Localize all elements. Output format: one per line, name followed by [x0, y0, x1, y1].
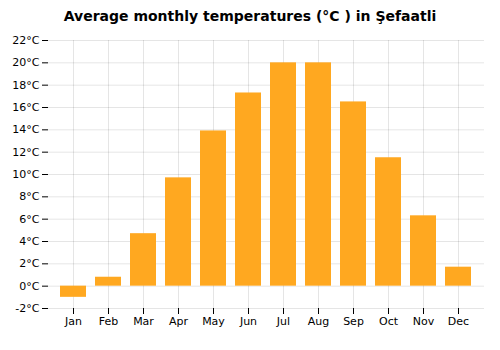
svg-text:Dec: Dec [448, 315, 469, 328]
html-text:Average monthly temperatures (: Average monthly temperatures (°C ) in Şe… [63, 8, 437, 24]
svg-text:Mar: Mar [133, 315, 154, 328]
svg-text:Jul: Jul [276, 315, 290, 328]
svg-text:20°C: 20°C [12, 56, 39, 69]
svg-text:-2°C: -2°C [15, 302, 39, 315]
svg-text:Sep: Sep [343, 315, 364, 328]
svg-text:Oct: Oct [379, 315, 399, 328]
svg-text:Jun: Jun [239, 315, 257, 328]
svg-text:Apr: Apr [169, 315, 189, 328]
svg-text:10°C: 10°C [12, 168, 39, 181]
svg-text:Feb: Feb [99, 315, 118, 328]
svg-text:May: May [202, 315, 225, 328]
svg-text:12°C: 12°C [12, 146, 39, 159]
svg-text:2°C: 2°C [19, 257, 39, 270]
svg-text:16°C: 16°C [12, 101, 39, 114]
svg-text:6°C: 6°C [19, 213, 39, 226]
svg-text:Aug: Aug [308, 315, 329, 328]
svg-text:Jan: Jan [64, 315, 82, 328]
svg-text:4°C: 4°C [19, 235, 39, 248]
svg-text:14°C: 14°C [12, 123, 39, 136]
svg-text:0°C: 0°C [19, 280, 39, 293]
svg-text:Nov: Nov [413, 315, 435, 328]
svg-text:22°C: 22°C [12, 34, 39, 47]
svg-text:18°C: 18°C [12, 79, 39, 92]
svg-text:8°C: 8°C [19, 190, 39, 203]
